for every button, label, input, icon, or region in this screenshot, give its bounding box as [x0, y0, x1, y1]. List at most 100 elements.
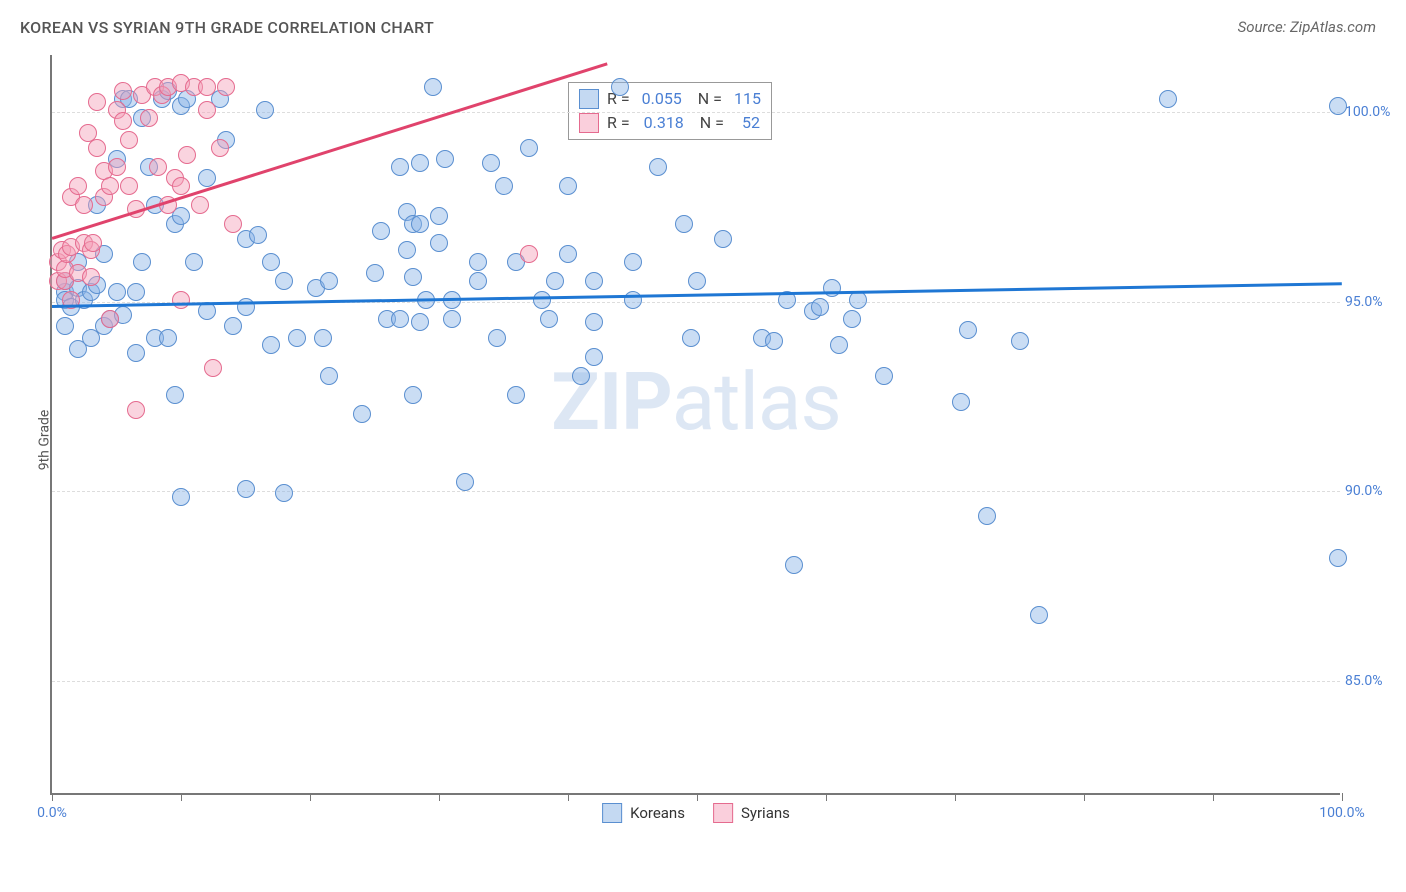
swatch-pink-icon	[713, 803, 733, 823]
data-point	[559, 177, 577, 195]
data-point	[149, 158, 167, 176]
data-point	[1011, 332, 1029, 350]
ytick-label: 90.0%	[1345, 483, 1400, 499]
data-point	[765, 332, 783, 350]
data-point	[172, 488, 190, 506]
data-point	[88, 139, 106, 157]
data-point	[404, 386, 422, 404]
stat-r-blue: 0.055	[642, 89, 682, 108]
data-point	[84, 234, 102, 252]
data-point	[585, 348, 603, 366]
data-point	[830, 336, 848, 354]
data-point	[320, 367, 338, 385]
stat-n-pink: 52	[742, 113, 760, 132]
data-point	[262, 336, 280, 354]
data-point	[127, 401, 145, 419]
data-point	[811, 298, 829, 316]
data-point	[127, 283, 145, 301]
source-text: Source: ZipAtlas.com	[1238, 18, 1376, 37]
data-point	[56, 317, 74, 335]
data-point	[101, 310, 119, 328]
data-point	[185, 253, 203, 271]
data-point	[133, 253, 151, 271]
xtick-label: 100.0%	[1319, 805, 1364, 821]
data-point	[391, 310, 409, 328]
xtick	[310, 793, 311, 801]
data-point	[507, 386, 525, 404]
plot-area: ZIPatlas R = 0.055 N = 115 R = 0.318 N =…	[50, 55, 1340, 795]
ytick-label: 85.0%	[1345, 673, 1400, 689]
chart-container: 9th Grade ZIPatlas R = 0.055 N = 115 R =…	[50, 55, 1380, 825]
data-point	[217, 78, 235, 96]
data-point	[469, 272, 487, 290]
data-point	[611, 78, 629, 96]
data-point	[436, 150, 454, 168]
data-point	[714, 230, 732, 248]
data-point	[275, 272, 293, 290]
xtick	[568, 793, 569, 801]
data-point	[114, 112, 132, 130]
data-point	[82, 268, 100, 286]
data-point	[224, 215, 242, 233]
legend-item-pink: Syrians	[713, 803, 790, 823]
xtick	[1213, 793, 1214, 801]
data-point	[88, 93, 106, 111]
swatch-blue-icon	[579, 89, 599, 109]
data-point	[288, 329, 306, 347]
data-point	[159, 329, 177, 347]
data-point	[624, 291, 642, 309]
data-point	[585, 272, 603, 290]
data-point	[520, 245, 538, 263]
data-point	[275, 484, 293, 502]
gridline	[52, 681, 1340, 682]
data-point	[624, 253, 642, 271]
gridline	[52, 112, 1340, 113]
data-point	[688, 272, 706, 290]
xtick	[826, 793, 827, 801]
data-point	[430, 207, 448, 225]
ytick-label: 100.0%	[1345, 104, 1400, 120]
data-point	[1030, 606, 1048, 624]
data-point	[372, 222, 390, 240]
data-point	[198, 101, 216, 119]
data-point	[411, 313, 429, 331]
data-point	[108, 158, 126, 176]
data-point	[262, 253, 280, 271]
data-point	[540, 310, 558, 328]
data-point	[404, 268, 422, 286]
watermark: ZIPatlas	[551, 355, 840, 449]
data-point	[314, 329, 332, 347]
legend-blue-label: Koreans	[630, 804, 685, 822]
data-point	[572, 367, 590, 385]
legend-pink-label: Syrians	[741, 804, 790, 822]
data-point	[682, 329, 700, 347]
data-point	[108, 283, 126, 301]
data-point	[520, 139, 538, 157]
stats-row-blue: R = 0.055 N = 115	[579, 87, 761, 111]
data-point	[198, 78, 216, 96]
data-point	[978, 507, 996, 525]
data-point	[353, 405, 371, 423]
legend-item-blue: Koreans	[602, 803, 685, 823]
data-point	[411, 215, 429, 233]
xtick	[697, 793, 698, 801]
data-point	[411, 154, 429, 172]
data-point	[785, 556, 803, 574]
data-point	[1159, 90, 1177, 108]
data-point	[224, 317, 242, 335]
stat-n-label: N =	[700, 113, 724, 132]
data-point	[127, 344, 145, 362]
stat-r-label: R =	[607, 113, 630, 132]
data-point	[120, 177, 138, 195]
data-point	[959, 321, 977, 339]
legend: Koreans Syrians	[602, 803, 790, 823]
xtick-label: 0.0%	[37, 805, 67, 821]
data-point	[823, 279, 841, 297]
data-point	[75, 196, 93, 214]
data-point	[166, 386, 184, 404]
data-point	[211, 139, 229, 157]
stat-n-blue: 115	[734, 89, 761, 108]
data-point	[320, 272, 338, 290]
data-point	[559, 245, 577, 263]
data-point	[256, 101, 274, 119]
